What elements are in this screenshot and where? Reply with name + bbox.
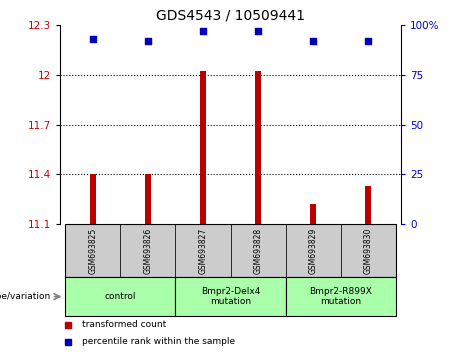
Bar [365,186,372,224]
Point [199,28,207,34]
Text: control: control [105,292,136,301]
Point [89,36,97,41]
Point [309,38,317,44]
Bar [176,224,230,277]
Text: percentile rank within the sample: percentile rank within the sample [82,337,235,347]
Bar [285,277,396,316]
Bar [120,224,176,277]
Title: GDS4543 / 10509441: GDS4543 / 10509441 [156,8,305,22]
Bar [176,277,285,316]
Bar [255,72,261,224]
Bar [341,224,396,277]
Bar [200,72,206,224]
Bar [145,175,151,224]
Bar [65,277,176,316]
Text: Bmpr2-Delx4
mutation: Bmpr2-Delx4 mutation [201,287,260,306]
Bar [230,224,285,277]
Bar [65,224,120,277]
Text: genotype/variation: genotype/variation [0,292,51,301]
Point [254,28,262,34]
Text: Bmpr2-R899X
mutation: Bmpr2-R899X mutation [309,287,372,306]
Bar [285,224,341,277]
Point [144,38,152,44]
Text: transformed count: transformed count [82,320,166,329]
Text: GSM693826: GSM693826 [143,228,153,274]
Text: GSM693829: GSM693829 [308,228,318,274]
Bar [89,175,96,224]
Bar [310,204,316,224]
Text: GSM693825: GSM693825 [89,228,97,274]
Text: GSM693827: GSM693827 [199,228,207,274]
Text: GSM693828: GSM693828 [254,228,262,274]
Point [364,38,372,44]
Text: GSM693830: GSM693830 [364,228,372,274]
